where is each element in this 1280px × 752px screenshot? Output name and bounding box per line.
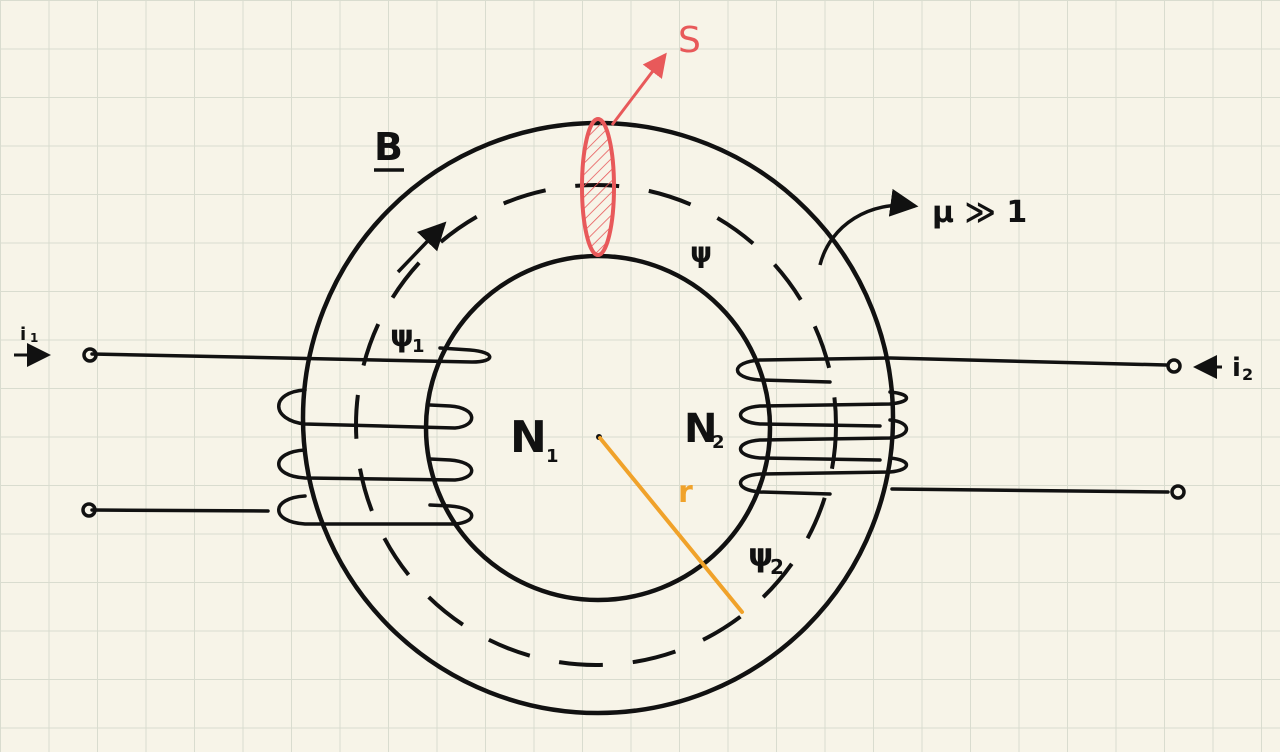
label-i1-sub: 1 xyxy=(30,331,38,345)
torus-inner-circle xyxy=(423,253,773,603)
radius-line xyxy=(598,436,744,614)
label-i1: i xyxy=(20,324,26,345)
label-N1: N xyxy=(510,412,547,463)
secondary-winding xyxy=(736,356,1170,496)
terminal-i2-top xyxy=(1166,358,1182,374)
label-mu: μ ≫ 1 xyxy=(932,195,1027,230)
label-psi2: ψ xyxy=(748,536,773,574)
label-psi: ψ xyxy=(690,236,712,269)
label-N2-sub: 2 xyxy=(712,432,725,453)
label-psi2-sub: 2 xyxy=(770,555,784,579)
primary-winding xyxy=(90,346,492,526)
label-psi1-sub: 1 xyxy=(412,336,425,357)
terminal-i1-bottom xyxy=(81,502,97,518)
label-B: B xyxy=(374,125,403,169)
label-N2: N xyxy=(684,406,717,452)
permeability-pointer xyxy=(818,188,919,266)
terminal-i2-bottom xyxy=(1170,484,1186,500)
label-psi1: ψ xyxy=(390,319,414,354)
label-i2: i xyxy=(1232,353,1241,383)
flux-direction-arrow xyxy=(396,221,447,274)
label-N1-sub: 1 xyxy=(546,446,559,467)
cross-section-pointer xyxy=(610,52,667,126)
label-i2-sub: 2 xyxy=(1242,365,1253,384)
label-r: r xyxy=(678,475,693,510)
label-S: S xyxy=(678,20,701,61)
terminal-i1-top xyxy=(82,347,98,363)
cross-section-ellipse xyxy=(580,117,616,257)
